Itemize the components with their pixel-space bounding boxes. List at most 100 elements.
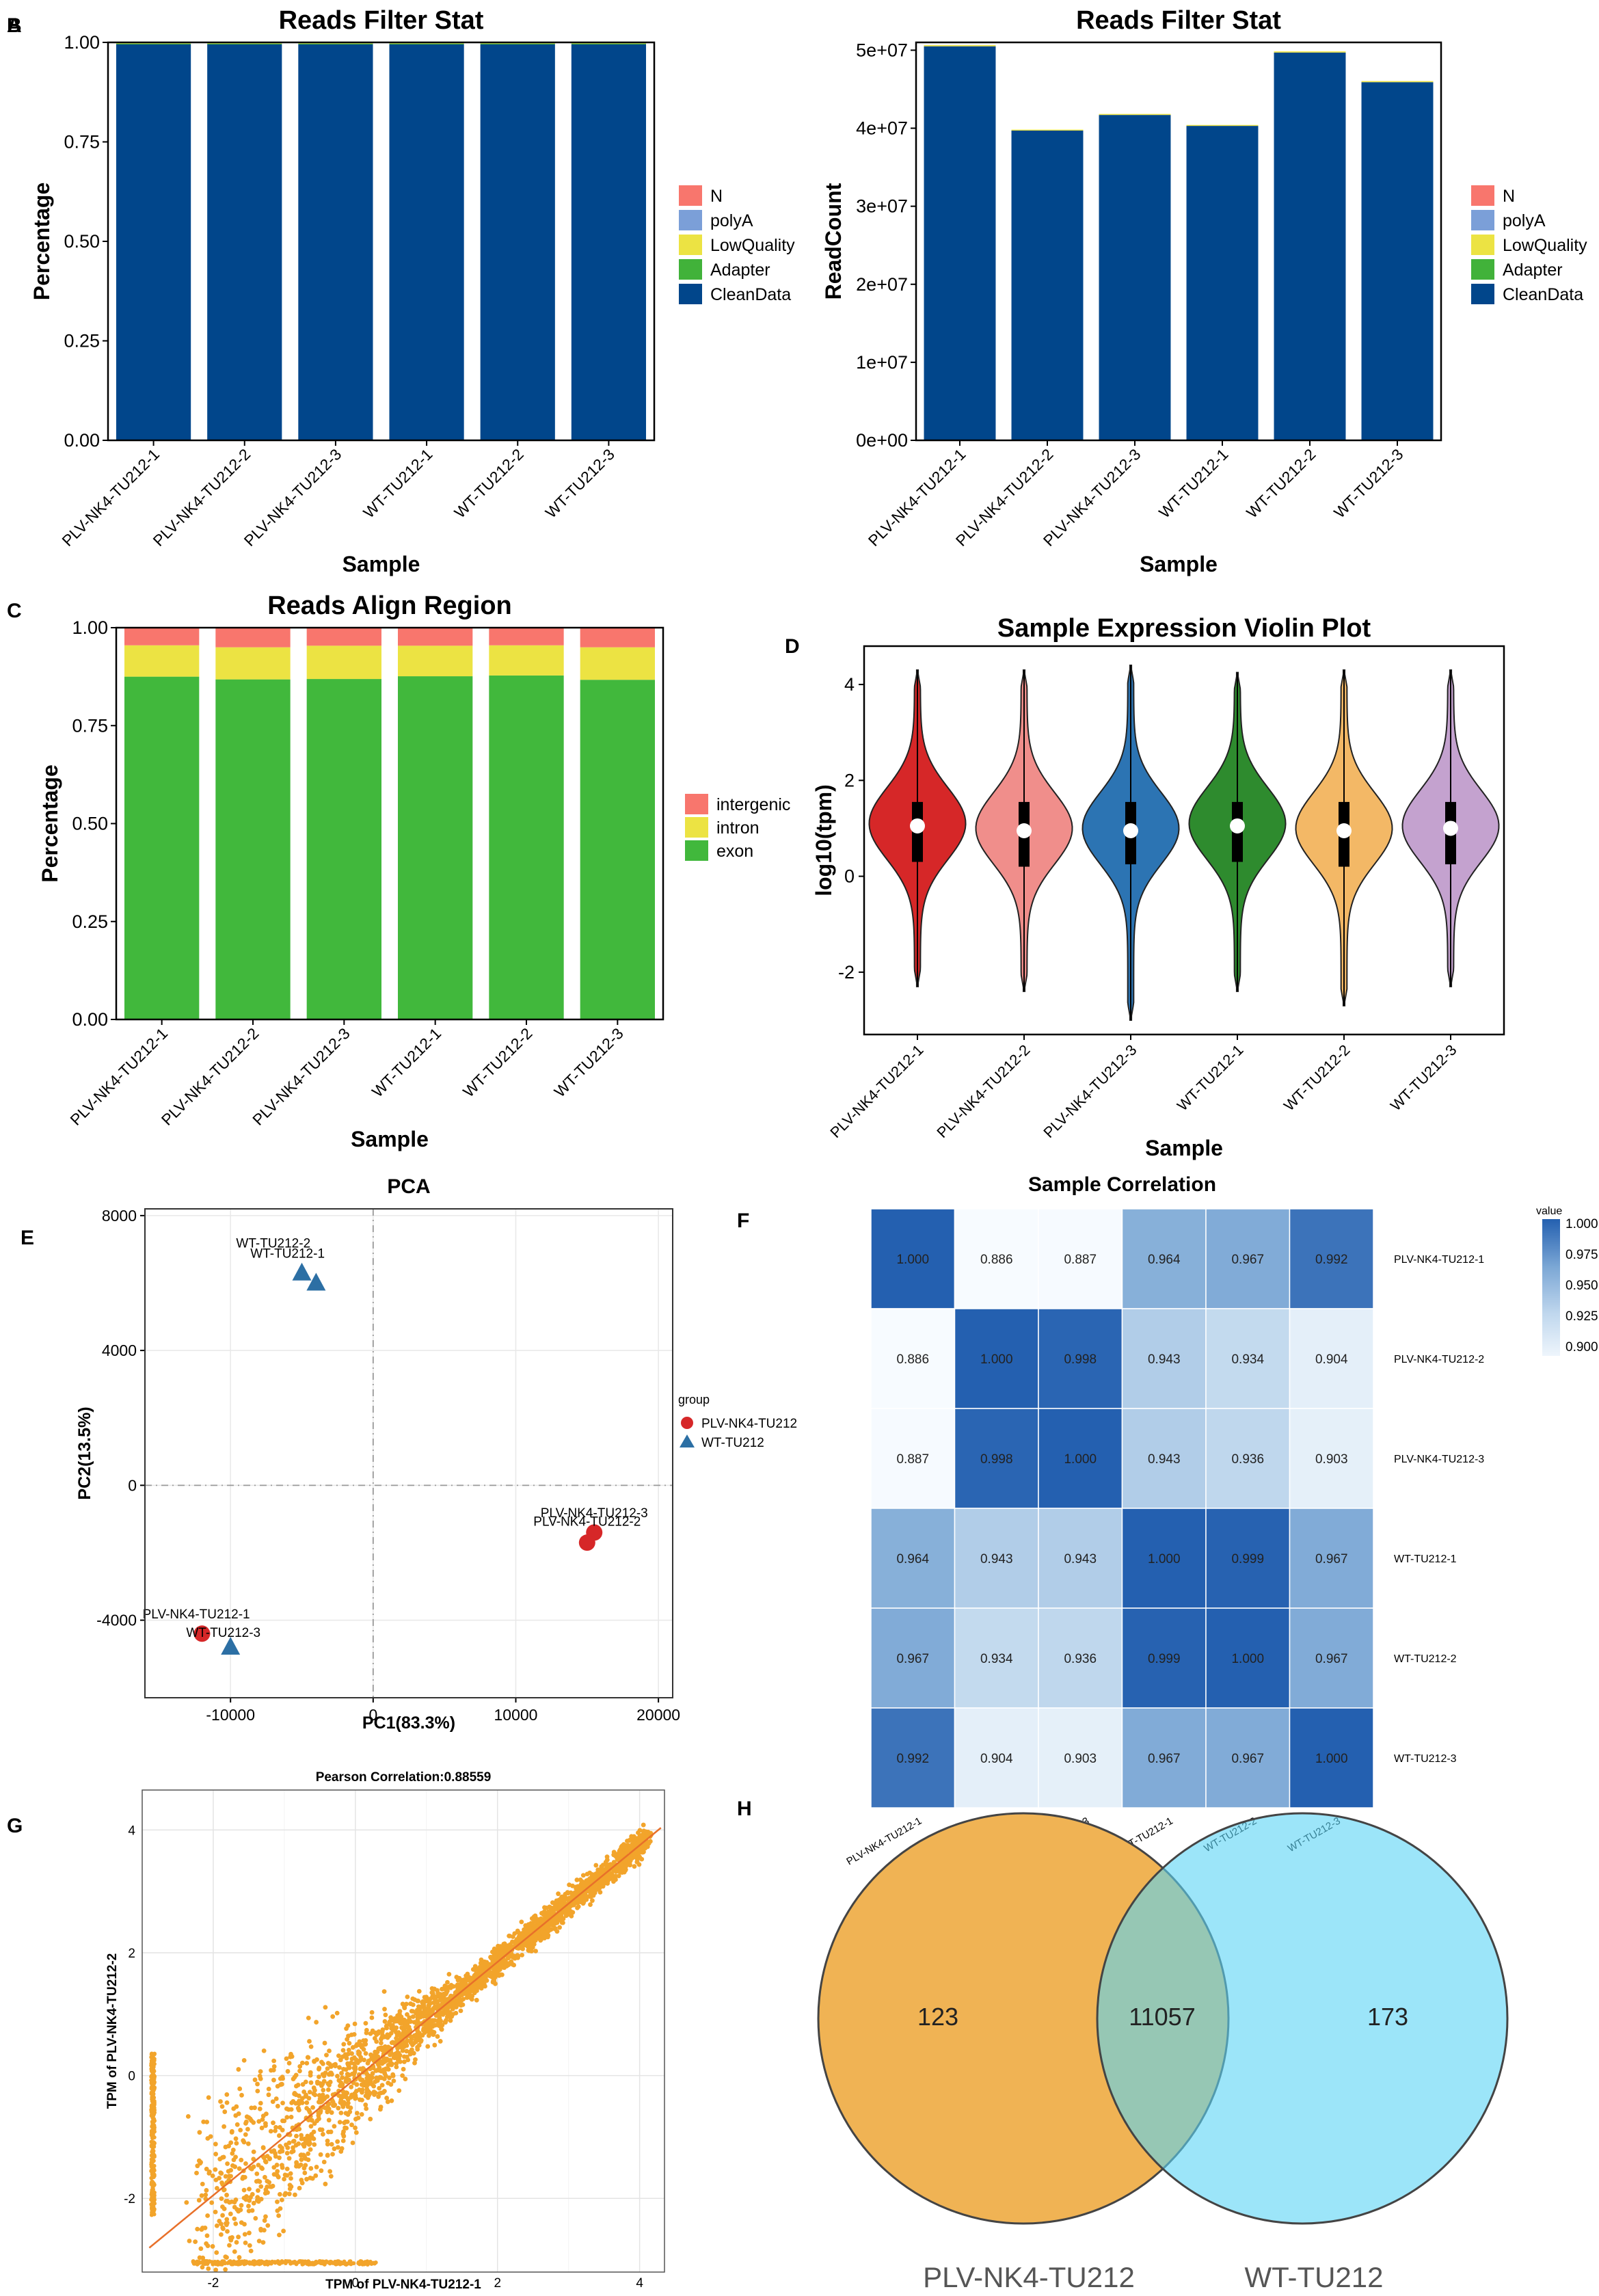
scatter-point [273,2096,279,2101]
y-tick-label: 0.75 [72,715,108,736]
scatter-point [256,2119,262,2124]
y-axis-label: Percentage [29,183,54,301]
scatter-point [260,2240,266,2245]
venn-count-both: 11057 [1129,2003,1195,2031]
scatter-point [242,2232,247,2237]
scatter-point [151,2194,156,2199]
bar-lowquality [924,44,996,46]
heatmap-cell-value: 0.903 [1064,1752,1097,1766]
scatter-point [308,2147,313,2152]
scatter-point [204,2188,209,2193]
scatter-point [588,1891,593,1897]
scatter-point [340,2093,345,2098]
scatter-point [224,2217,230,2222]
x-tick-label: WT-TU212-3 [541,445,617,521]
scatter-point [632,1864,637,1869]
panel-label: A [7,14,22,37]
x-tick-label: PLV-NK4-TU212-2 [933,1041,1033,1141]
bar-exon [215,679,291,1019]
scatter-point [288,2051,293,2057]
pca-point-label: PLV-NK4-TU212-2 [533,1515,641,1530]
scatter-point [313,2173,319,2178]
scatter-point [382,2019,388,2024]
scatter-point [456,1977,461,1982]
heatmap-cell-value: 0.998 [1064,1352,1097,1367]
scatter-point [359,2259,364,2264]
x-tick-label: WT-TU212-3 [550,1024,626,1100]
scatter-point [231,2157,237,2163]
scatter-point [314,2057,319,2062]
scatter-point [587,1875,593,1881]
scatter-point [229,2130,234,2135]
scatter-point [251,2200,256,2206]
scatter-point [441,1991,446,1997]
scatter-point [337,2120,342,2125]
scatter-point [296,2163,301,2169]
scatter-point [425,2044,431,2049]
scatter-point [214,2223,219,2228]
legend-swatch-n [679,185,702,206]
scatter-point [390,2025,396,2030]
scatter-point [453,2010,459,2016]
scatter-point [583,1894,589,1899]
scatter-point [440,1986,445,1992]
scatter-point [367,2090,373,2096]
heatmap-cell-value: 0.903 [1315,1452,1348,1467]
scatter-point [380,2033,385,2038]
scatter-point [636,1830,641,1835]
y-axis-label: ReadCount [821,183,846,299]
scatter-point [283,2191,288,2196]
x-tick-label: 4 [636,2276,643,2291]
scatter-point [308,2124,314,2129]
scatter-point [561,1916,566,1921]
scatter-point [497,1946,502,1951]
scatter-point [347,2109,353,2115]
colorbar-tick-label: 0.975 [1566,1248,1598,1262]
scatter-point [399,2042,405,2047]
legend-swatch-cleandata [1471,284,1494,304]
bar-lowquality [1274,51,1346,53]
scatter-point [219,2104,225,2109]
scatter-point [332,2062,336,2068]
scatter-point [284,2056,289,2061]
heatmap-cell [1038,1408,1123,1509]
scatter-point [217,2176,222,2180]
scatter-point [241,2057,247,2063]
legend-label: LowQuality [710,236,795,255]
scatter-point [361,2046,366,2052]
scatter-point [639,1837,645,1843]
scatter-point [258,2184,264,2189]
scatter-point [327,2169,333,2174]
scatter-point [357,2039,362,2044]
scatter-point [289,2100,295,2105]
x-tick-label: PLV-NK4-TU212-1 [827,1041,926,1141]
scatter-point [241,2139,247,2145]
heatmap-cell [1121,1508,1207,1609]
scatter-point [368,2116,373,2122]
scatter-point [216,2260,221,2265]
scatter-point [349,2056,355,2061]
scatter-point [317,2066,322,2070]
scatter-point [299,2060,305,2066]
scatter-point [230,2148,236,2152]
y-tick-label: 0.25 [72,911,108,932]
scatter-point [208,2134,213,2139]
scatter-point [321,2159,327,2165]
legend-label: CleanData [1503,285,1583,304]
scatter-point [550,1900,555,1906]
scatter-point [458,2003,463,2008]
heatmap-cell-value: 0.967 [896,1652,929,1666]
scatter-point [342,2101,347,2107]
scatter-point [328,2174,334,2179]
y-tick-label: 4e+07 [856,118,908,139]
y-tick-label: -2 [838,962,855,983]
scatter-point [412,2060,417,2066]
heatmap-cell-value: 0.943 [1148,1452,1181,1467]
scatter-point [492,1955,496,1960]
scatter-point [415,2044,420,2050]
scatter-point [566,1906,572,1912]
scatter-point [213,2152,219,2157]
scatter-point [273,2260,278,2265]
scatter-point [286,2191,292,2197]
x-tick-label: 0 [352,2276,360,2291]
